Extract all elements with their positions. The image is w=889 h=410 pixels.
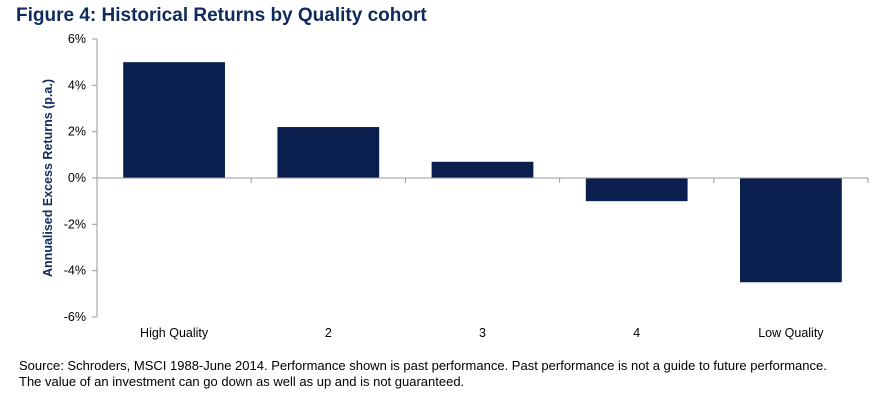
source-line-2: The value of an investment can go down a… [19,374,465,389]
x-tick-label: 3 [479,326,486,340]
y-axis-label: Annualised Excess Returns (p.a.) [41,79,55,277]
bar-chart: 6% 4% 2% 0% -2% -4% -6% High Quality 2 3 4 Low Qua… [41,32,869,340]
y-tick-label: -4% [64,264,86,278]
bar-3 [431,161,534,178]
bar-4 [585,178,688,202]
source-line-1: Source: Schroders, MSCI 1988-June 2014. … [19,358,827,373]
bars [123,62,842,283]
x-tick-label: Low Quality [758,326,824,340]
x-tick-label: High Quality [140,326,209,340]
bar-1 [123,62,225,178]
chart-title: Figure 4: Historical Returns by Quality … [16,5,427,26]
y-tick-label: 6% [68,32,86,46]
x-tick-label: 4 [633,326,640,340]
bar-2 [277,127,380,178]
y-tick-label: 2% [68,125,86,139]
y-tick-label: 0% [68,171,86,185]
y-tick-label: -2% [64,217,86,231]
y-tick-label: 4% [68,78,86,92]
bar-5 [740,178,842,283]
y-tick-label: -6% [64,310,86,324]
x-axis: High Quality 2 3 4 Low Quality [96,177,869,340]
y-axis: 6% 4% 2% 0% -2% -4% -6% [64,32,98,324]
source-note: Source: Schroders, MSCI 1988-June 2014. … [19,358,864,390]
x-tick-label: 2 [325,326,332,340]
